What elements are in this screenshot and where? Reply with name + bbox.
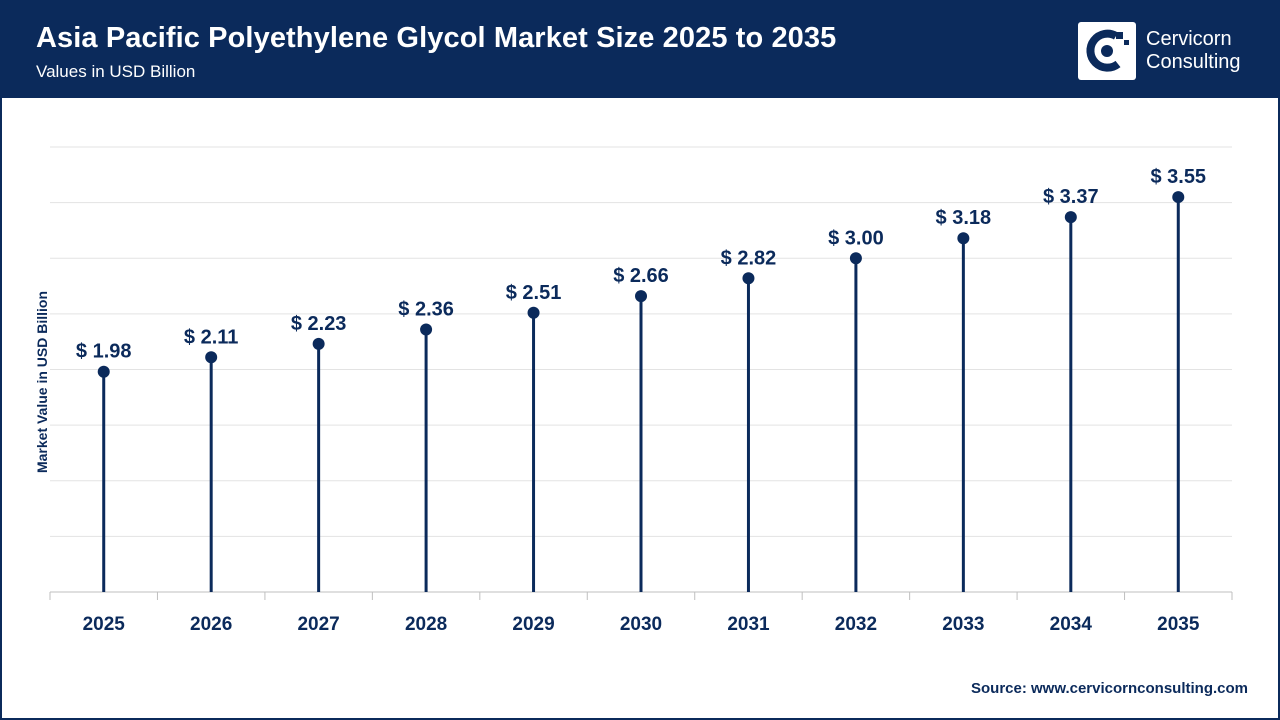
x-tick-label: 2035 (1157, 614, 1200, 635)
data-label: $ 2.82 (721, 247, 777, 269)
lollipop-point (635, 290, 647, 303)
lollipop-point (97, 365, 110, 378)
logo-line-1: Cervicorn (1146, 28, 1232, 50)
cervicorn-c-logo-icon (1078, 22, 1136, 80)
data-label: $ 2.66 (613, 265, 669, 287)
logo-line-2: Consulting (1146, 51, 1241, 73)
lollipop-point (527, 306, 540, 319)
source-note: Source: www.cervicornconsulting.com (970, 680, 1248, 697)
lollipop-point (205, 351, 218, 364)
lollipop-point (1064, 211, 1077, 224)
logo-text: Cervicorn Consulting (1146, 28, 1241, 74)
x-tick-label: 2030 (620, 614, 662, 635)
data-label: $ 3.18 (936, 207, 992, 229)
x-tick-label: 2025 (83, 614, 126, 635)
lollipop-point (1172, 191, 1185, 204)
chart-subtitle: Values in USD Billion (36, 62, 196, 81)
data-label: $ 1.98 (76, 341, 132, 363)
header-banner: Asia Pacific Polyethylene Glycol Market … (2, 2, 1278, 98)
chart-title: Asia Pacific Polyethylene Glycol Market … (36, 22, 837, 54)
data-label: $ 3.55 (1150, 166, 1206, 188)
data-label: $ 2.23 (291, 313, 347, 335)
x-tick-label: 2031 (727, 614, 770, 635)
lollipop-point (420, 323, 433, 336)
x-tick-label: 2033 (942, 614, 984, 635)
x-tick-label: 2027 (297, 614, 339, 635)
data-label: $ 2.11 (184, 326, 239, 348)
company-logo: Cervicorn Consulting (1078, 22, 1260, 82)
x-tick-label: 2028 (405, 614, 447, 635)
x-tick-label: 2032 (835, 614, 877, 635)
data-label: $ 3.00 (828, 227, 884, 249)
x-tick-label: 2034 (1050, 614, 1093, 635)
lollipop-point (312, 337, 325, 350)
data-label: $ 2.51 (506, 282, 562, 304)
x-tick-label: 2029 (512, 614, 554, 635)
lollipop-point (849, 252, 862, 265)
lollipop-point (742, 272, 755, 285)
data-label: $ 2.36 (398, 298, 454, 320)
data-label: $ 3.37 (1043, 186, 1099, 208)
lollipop-point (957, 232, 970, 245)
x-tick-label: 2026 (190, 614, 232, 635)
